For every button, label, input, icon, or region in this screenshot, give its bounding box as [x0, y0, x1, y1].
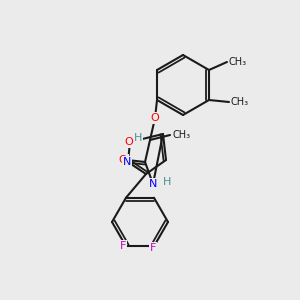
Text: H: H — [134, 133, 142, 143]
Text: F: F — [150, 243, 156, 253]
Text: CH₃: CH₃ — [172, 130, 190, 140]
Text: H: H — [163, 177, 171, 187]
Text: F: F — [120, 241, 126, 251]
Text: CH₃: CH₃ — [231, 97, 249, 107]
Text: O: O — [151, 113, 159, 123]
Text: N: N — [149, 179, 157, 189]
Text: N: N — [123, 157, 131, 167]
Text: O: O — [118, 155, 127, 165]
Text: O: O — [124, 137, 134, 147]
Text: CH₃: CH₃ — [229, 57, 247, 67]
